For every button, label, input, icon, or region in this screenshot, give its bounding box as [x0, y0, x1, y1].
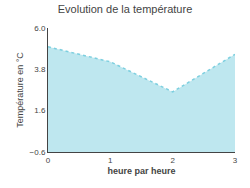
svg-text:Evolution de la température: Evolution de la température — [58, 3, 193, 15]
svg-text:1: 1 — [108, 156, 113, 165]
svg-text:3.8: 3.8 — [34, 65, 46, 74]
svg-text:2: 2 — [170, 156, 175, 165]
svg-text:3: 3 — [233, 156, 238, 165]
svg-text:Température en °C: Température en °C — [15, 52, 25, 128]
svg-text:−0.6: −0.6 — [30, 148, 46, 157]
svg-text:heure par heure: heure par heure — [107, 166, 175, 176]
svg-text:0: 0 — [46, 156, 51, 165]
svg-text:6.0: 6.0 — [34, 24, 46, 33]
svg-text:1.6: 1.6 — [34, 106, 46, 115]
